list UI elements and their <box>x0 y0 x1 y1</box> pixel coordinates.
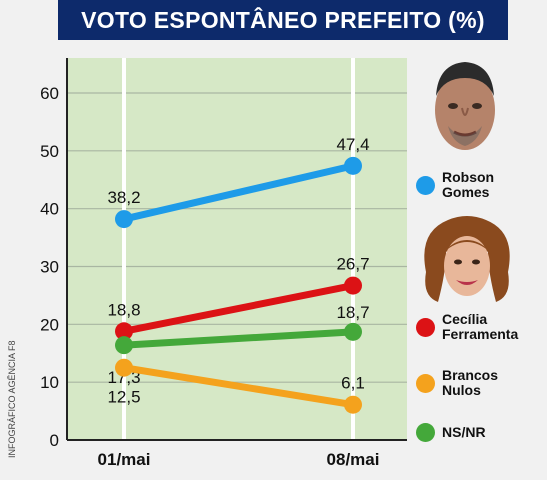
series-3-data-label: 6,1 <box>341 374 365 393</box>
series-3-data-label: 12,5 <box>107 388 140 407</box>
series-2-data-label: 18,7 <box>336 303 369 322</box>
legend-dot-robson <box>416 175 435 195</box>
credit-text: INFOGRÁFICO AGÊNCIA F8 <box>7 340 17 458</box>
legend-nsnr-line-1: NS/NR <box>442 424 486 440</box>
legend-brancos-line-2: Nulos <box>442 382 481 398</box>
y-tick-label: 40 <box>40 200 59 219</box>
x-tick-label: 08/mai <box>327 450 380 469</box>
legend-cecilia-line-1: Cecília <box>442 311 488 327</box>
legend-robson-line-2: Gomes <box>442 184 490 200</box>
legend-robson-line-1: Robson <box>442 169 495 185</box>
robson-photo <box>435 62 495 150</box>
series-2-line <box>120 328 357 349</box>
y-tick-label: 0 <box>50 431 59 450</box>
y-tick-label: 20 <box>40 315 59 334</box>
cecilia-photo <box>424 216 510 302</box>
legend-item-robson: Robson Gomes <box>416 170 547 200</box>
legend-item-brancos: Brancos Nulos <box>416 368 547 398</box>
legend-label-robson: Robson Gomes <box>442 170 547 200</box>
legend-dot-cecilia <box>416 317 435 337</box>
y-tick-label: 60 <box>40 84 59 103</box>
series-3-point <box>115 358 133 377</box>
series-1-point <box>115 322 133 341</box>
legend-label-cecilia: Cecília Ferramenta <box>442 312 547 342</box>
series-1-point <box>344 276 362 295</box>
legend-item-cecilia: Cecília Ferramenta <box>416 312 547 342</box>
series-2-point <box>115 336 133 355</box>
x-tick-label: 01/mai <box>98 450 151 469</box>
series-3-point <box>344 395 362 414</box>
chart-title: VOTO ESPONTÂNEO PREFEITO (%) <box>58 0 508 40</box>
series-1-data-label: 18,8 <box>107 300 140 319</box>
y-tick-label: 30 <box>40 258 59 277</box>
legend-dot-nsnr <box>416 423 435 442</box>
y-tick-label: 10 <box>40 373 59 392</box>
legend-brancos-line-1: Brancos <box>442 367 499 383</box>
legend-label-brancos: Brancos Nulos <box>442 368 547 398</box>
series-2-data-label: 17,3 <box>107 368 140 387</box>
series-1-data-label: 26,7 <box>336 255 369 274</box>
series-0-point <box>115 210 133 229</box>
legend-dot-brancos <box>416 373 435 393</box>
series-0-data-label: 38,2 <box>107 188 140 207</box>
legend-label-nsnr: NS/NR <box>442 425 547 440</box>
series-2-point <box>344 322 362 341</box>
legend-cecilia-line-2: Ferramenta <box>442 326 519 342</box>
y-tick-label: 50 <box>40 142 59 161</box>
series-0-point <box>344 156 362 175</box>
series-1-line <box>120 282 357 335</box>
series-3-line <box>120 364 357 409</box>
series-0-line <box>120 162 357 223</box>
series-0-data-label: 47,4 <box>336 135 369 154</box>
legend-item-nsnr: NS/NR <box>416 423 547 442</box>
